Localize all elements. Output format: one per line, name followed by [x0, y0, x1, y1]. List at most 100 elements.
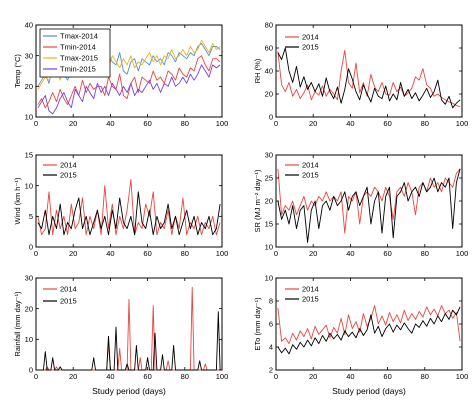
- x-tick-label-sr: 100: [456, 249, 469, 258]
- x-tick-label-rh: 100: [456, 119, 469, 128]
- legend-temp: Tmax-2014 Tmin-2014 Tmax-2015 Tmin-2015: [39, 28, 111, 78]
- y-tick-label-sr: 30: [265, 151, 273, 160]
- x-tick-label-rh: 60: [383, 119, 391, 128]
- y-tick-label-eto: 4: [269, 343, 273, 352]
- x-tick-label-eto: 60: [383, 372, 391, 381]
- x-tick-label-temp: 100: [216, 119, 229, 128]
- y-tick-label-wind: 15: [25, 151, 33, 160]
- legend-label-rainfall-2015: 2015: [60, 297, 77, 306]
- x-tick-label-sr: 60: [383, 249, 391, 258]
- y-tick-label-sr: 25: [265, 174, 273, 183]
- x-tick-label-eto: 80: [421, 372, 429, 381]
- y-tick-label-rh: 0: [269, 113, 273, 122]
- y-tick-label-eto: 8: [269, 297, 273, 306]
- legend-label-sr-2014: 2014: [302, 161, 319, 170]
- x-tick-label-wind: 40: [106, 249, 114, 258]
- legend-label-sr-2015: 2015: [302, 171, 319, 180]
- y-tick-label-temp: 20: [25, 82, 33, 91]
- x-tick-label-wind: 0: [34, 249, 38, 258]
- y-axis-label-eto: ETo (mm day⁻¹): [253, 297, 262, 351]
- y-tick-label-rainfall: 30: [25, 274, 33, 283]
- y-tick-label-rainfall: 10: [25, 335, 33, 344]
- x-tick-label-rainfall: 60: [143, 372, 151, 381]
- y-tick-label-sr: 10: [265, 243, 273, 252]
- x-tick-label-eto: 100: [456, 372, 469, 381]
- y-tick-label-eto: 2: [269, 366, 273, 375]
- y-tick-label-temp: 30: [25, 51, 33, 60]
- y-axis-label-temp: Temp (°C): [13, 54, 22, 88]
- y-tick-label-wind: 10: [25, 181, 33, 190]
- y-tick-label-rh: 60: [265, 44, 273, 53]
- series-line-rainfall-2015: [37, 311, 221, 371]
- series-line-sr-2015: [277, 168, 461, 243]
- x-tick-label-rainfall: 20: [69, 372, 77, 381]
- plot-frame-temp: [35, 24, 223, 118]
- panel-temp: 0 20 40 60 80 100 10 20 30 40 Temp (°C) Tmax-2014 Tm…: [13, 21, 228, 128]
- series-line-temp-tmax-2014: [37, 42, 221, 87]
- series-line-wind-2015: [37, 191, 221, 236]
- legend-label-wind-2014: 2014: [60, 161, 77, 170]
- x-tick-label-sr: 0: [274, 249, 278, 258]
- x-tick-label-sr: 20: [309, 249, 317, 258]
- x-tick-label-temp: 40: [106, 119, 114, 128]
- x-tick-label-sr: 80: [421, 249, 429, 258]
- legend-label-wind-2015: 2015: [60, 171, 77, 180]
- x-tick-label-rainfall: 100: [216, 372, 229, 381]
- y-tick-label-eto: 10: [265, 274, 273, 283]
- y-axis-label-rh: RH (%): [253, 58, 262, 83]
- y-tick-label-temp: 10: [25, 113, 33, 122]
- series-line-eto-2015: [277, 306, 461, 355]
- series-line-rh-2015: [277, 47, 461, 109]
- x-tick-label-eto: 0: [274, 372, 278, 381]
- y-tick-label-temp: 40: [25, 21, 33, 30]
- x-tick-label-wind: 20: [69, 249, 77, 258]
- x-tick-label-temp: 20: [69, 119, 77, 128]
- x-tick-label-wind: 80: [181, 249, 189, 258]
- series-line-wind-2014: [37, 179, 221, 236]
- x-tick-label-eto: 40: [346, 372, 354, 381]
- y-tick-label-rainfall: 0: [29, 366, 33, 375]
- x-axis-label-rainfall: Study period (days): [92, 386, 166, 396]
- x-tick-label-rainfall: 40: [106, 372, 114, 381]
- x-tick-label-sr: 40: [346, 249, 354, 258]
- legend-rainfall: 2014 2015: [43, 285, 77, 306]
- y-tick-label-sr: 20: [265, 197, 273, 206]
- x-tick-label-temp: 60: [143, 119, 151, 128]
- y-tick-label-sr: 15: [265, 220, 273, 229]
- series-line-sr-2014: [277, 168, 461, 234]
- legend-label-rh-2015: 2015: [302, 43, 319, 52]
- legend-label-rainfall-2014: 2014: [60, 285, 77, 294]
- series-line-temp-tmin-2015: [37, 64, 221, 115]
- y-tick-label-rh: 40: [265, 67, 273, 76]
- y-axis-label-rainfall: Rainfall (mm day⁻¹): [13, 291, 22, 357]
- x-tick-label-rh: 0: [274, 119, 278, 128]
- legend-label-temp-tmin-2014: Tmin-2014: [60, 43, 96, 52]
- y-tick-label-wind: 5: [29, 212, 33, 221]
- x-tick-label-rainfall: 80: [181, 372, 189, 381]
- plot-frame-wind: [35, 154, 223, 248]
- x-tick-label-temp: 0: [34, 119, 38, 128]
- y-tick-label-rh: 20: [265, 90, 273, 99]
- x-tick-label-rh: 80: [421, 119, 429, 128]
- y-tick-label-wind: 0: [29, 243, 33, 252]
- x-tick-label-rh: 40: [346, 119, 354, 128]
- legend-label-temp-tmax-2014: Tmax-2014: [60, 32, 98, 41]
- x-tick-label-temp: 80: [181, 119, 189, 128]
- x-axis-label-eto: Study period (days): [332, 386, 406, 396]
- y-tick-label-eto: 6: [269, 320, 273, 329]
- legend-label-eto-2015: 2015: [302, 295, 319, 304]
- x-tick-label-rh: 20: [309, 119, 317, 128]
- legend-label-eto-2014: 2014: [302, 285, 319, 294]
- y-tick-label-rh: 80: [265, 21, 273, 30]
- legend-label-temp-tmin-2015: Tmin-2015: [60, 65, 96, 74]
- legend-label-rh-2014: 2014: [302, 33, 319, 42]
- panel-eto: 0 20 40 60 80 100 2 4 6 8 10 ETo (mm day⁻¹) Study pe…: [253, 274, 468, 396]
